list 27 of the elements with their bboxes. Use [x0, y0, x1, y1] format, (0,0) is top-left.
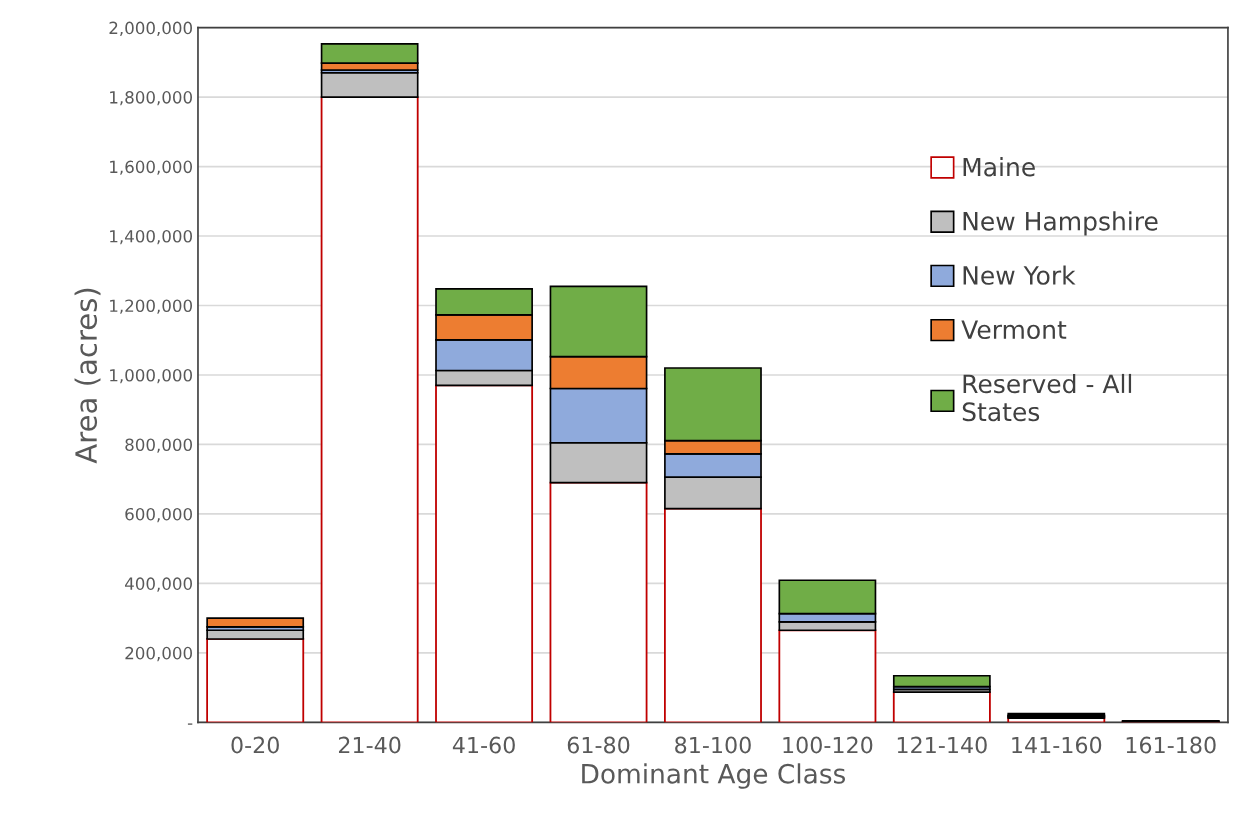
- legend-label: Reserved - All States: [962, 373, 1132, 422]
- x-tick-label: 0-20: [231, 736, 279, 754]
- x-axis-title: Dominant Age Class: [582, 763, 846, 789]
- legend-label: New Hampshire: [963, 211, 1158, 236]
- x-tick-label: 21-40: [338, 736, 401, 754]
- y-tick-label: 1,200,000: [110, 299, 193, 314]
- y-tick-label: 1,000,000: [110, 368, 193, 384]
- y-tick-label: 200,000: [125, 646, 193, 662]
- y-axis-title: Area (acres): [74, 288, 101, 464]
- y-tick-label: 400,000: [125, 577, 193, 592]
- y-tick-label: 1,400,000: [110, 230, 193, 245]
- x-tick-label: 100-120: [783, 736, 873, 754]
- y-tick-label: 1,800,000: [110, 91, 193, 106]
- x-tick-label: 81-100: [675, 736, 751, 754]
- y-tick-label: 1,600,000: [110, 160, 193, 175]
- y-tick-label: 600,000: [125, 507, 193, 523]
- x-tick-label: 161-180: [1126, 736, 1216, 754]
- y-tick-label: -: [187, 723, 193, 725]
- legend-label: New York: [963, 265, 1076, 285]
- legend-label: Vermont: [961, 320, 1067, 340]
- y-tick-label: 2,000,000: [109, 21, 193, 36]
- legend-label: Maine: [963, 157, 1035, 177]
- x-tick-label: 41-60: [452, 736, 515, 754]
- x-tick-label: 121-140: [897, 736, 987, 754]
- y-tick-label: 800,000: [125, 438, 193, 453]
- x-tick-label: 61-80: [567, 736, 630, 754]
- x-tick-label: 141-160: [1012, 736, 1102, 754]
